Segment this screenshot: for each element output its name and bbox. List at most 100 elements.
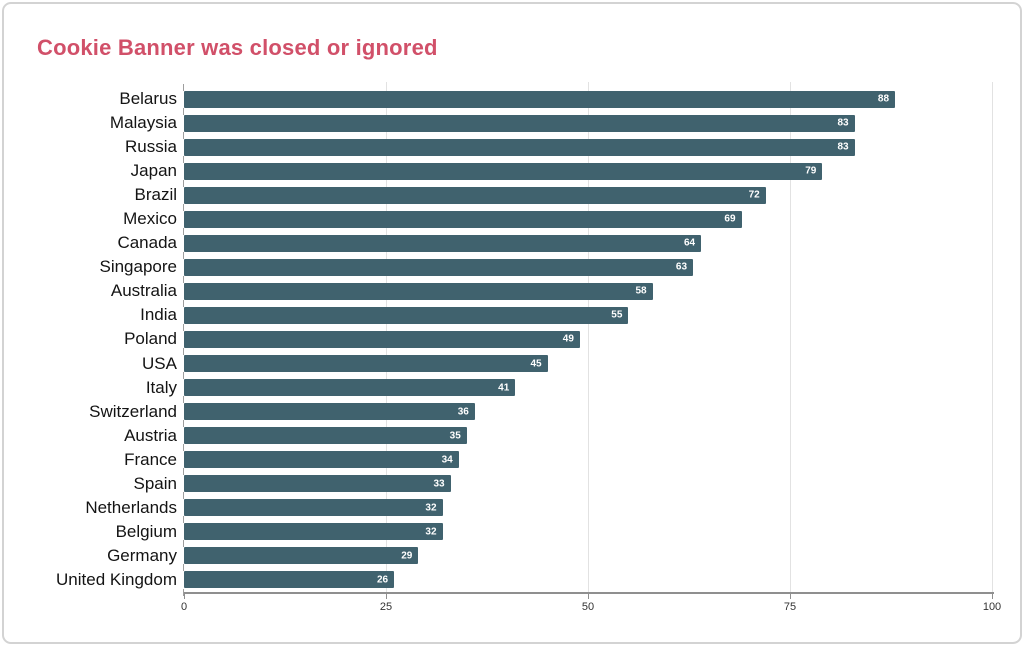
bar-row: Mexico 69: [4, 207, 992, 231]
bar-value-label: 41: [498, 382, 510, 394]
y-axis-tick: [183, 564, 184, 572]
y-axis-tick: [183, 348, 184, 356]
x-axis-tick: [992, 594, 993, 599]
category-label: USA: [142, 353, 177, 373]
y-axis-tick: [183, 492, 184, 500]
bar-row: USA 45: [4, 352, 992, 376]
bar-value-label: 79: [805, 165, 817, 177]
bar: 45: [184, 355, 548, 373]
category-label: Malaysia: [109, 113, 177, 133]
category-label: Brazil: [134, 185, 177, 205]
bar-track: 49: [184, 330, 992, 348]
x-axis-line: [184, 592, 994, 594]
y-axis-tick: [183, 420, 184, 428]
y-axis-tick: [183, 444, 184, 452]
category-label: Switzerland: [89, 401, 177, 421]
bar-value-label: 49: [562, 333, 574, 345]
bar: 72: [184, 186, 766, 204]
y-axis-tick: [183, 299, 184, 307]
bar: 36: [184, 403, 475, 421]
bar-track: 29: [184, 547, 992, 565]
category-label: Japan: [130, 161, 177, 181]
category-label: Belarus: [119, 89, 177, 109]
bar: 79: [184, 162, 823, 180]
bar-row: Belgium 32: [4, 520, 992, 544]
bar-row: Italy 41: [4, 376, 992, 400]
category-label: Spain: [133, 473, 177, 493]
bar-track: 88: [184, 90, 992, 108]
category-label: Russia: [125, 137, 177, 157]
y-axis-tick: [183, 83, 184, 91]
category-label: Belgium: [115, 521, 177, 541]
y-axis-tick: [183, 516, 184, 524]
bar-row: Malaysia 83: [4, 111, 992, 135]
category-label: Canada: [117, 233, 177, 253]
bar-value-label: 63: [675, 261, 688, 273]
bar-track: 34: [184, 451, 992, 469]
bar-value-label: 32: [425, 526, 437, 538]
y-axis-tick: [183, 251, 184, 259]
bar-value-label: 72: [748, 189, 760, 201]
gridline: [992, 82, 993, 592]
x-axis-tick: [386, 594, 387, 599]
bar-track: 45: [184, 355, 992, 373]
bar-rows: Belarus 88 Malaysia 83 Russia 83 Japan 79 Brazil…: [4, 87, 992, 592]
bar-track: 72: [184, 186, 992, 204]
bar-track: 55: [184, 306, 992, 324]
bar: 32: [184, 523, 443, 541]
bar-track: 35: [184, 427, 992, 445]
bar: 29: [184, 547, 419, 565]
bar-row: United Kingdom 26: [4, 568, 992, 592]
bar-track: 32: [184, 523, 992, 541]
bar-track: 69: [184, 210, 992, 228]
x-axis-tick-label: 100: [982, 601, 1002, 613]
y-axis-tick: [183, 155, 184, 163]
x-axis-tick-label: 50: [581, 601, 595, 613]
bar: 83: [184, 114, 855, 132]
bar-value-label: 55: [611, 309, 623, 321]
bar: 55: [184, 306, 629, 324]
bar-row: Spain 33: [4, 472, 992, 496]
bar: 49: [184, 330, 580, 348]
y-axis-tick: [183, 131, 184, 139]
bar: 83: [184, 138, 855, 156]
chart-title: Cookie Banner was closed or ignored: [37, 35, 438, 60]
bar-value-label: 64: [683, 237, 696, 249]
bar: 34: [184, 451, 459, 469]
category-label: Mexico: [123, 209, 177, 229]
gridline: [790, 82, 791, 592]
x-axis-tick-label: 25: [379, 601, 393, 613]
category-label: Australia: [110, 281, 177, 301]
bar-value-label: 34: [441, 454, 453, 466]
bar-row: Germany 29: [4, 544, 992, 568]
category-label: Singapore: [99, 257, 177, 277]
y-axis-tick: [183, 372, 184, 380]
bar-track: 58: [184, 282, 992, 300]
category-label: India: [140, 305, 177, 325]
bar-row: Canada 64: [4, 231, 992, 255]
bar-value-label: 58: [635, 285, 647, 297]
x-axis-tick: [184, 594, 185, 599]
bar-track: 83: [184, 138, 992, 156]
y-axis-tick: [183, 468, 184, 476]
category-label: Poland: [124, 329, 177, 349]
y-axis-tick: [183, 179, 184, 187]
y-axis-tick: [183, 203, 184, 211]
bar-row: Brazil 72: [4, 183, 992, 207]
bar: 88: [184, 90, 896, 108]
bar-track: 41: [184, 379, 992, 397]
bar-row: Singapore 63: [4, 255, 992, 279]
bar-row: Belarus 88: [4, 87, 992, 111]
bar-row: India 55: [4, 303, 992, 327]
plot-area: Cookie Banner was closed or ignored Bela…: [4, 4, 1020, 642]
bar-value-label: 83: [837, 117, 849, 129]
category-label: Austria: [124, 425, 177, 445]
gridline: [588, 82, 589, 592]
bar-track: 26: [184, 571, 992, 589]
bar-value-label: 26: [376, 574, 389, 586]
y-axis-tick: [183, 396, 184, 404]
bar: 32: [184, 499, 443, 517]
category-label: United Kingdom: [56, 569, 177, 589]
y-axis-tick: [183, 275, 184, 283]
bar-row: France 34: [4, 448, 992, 472]
